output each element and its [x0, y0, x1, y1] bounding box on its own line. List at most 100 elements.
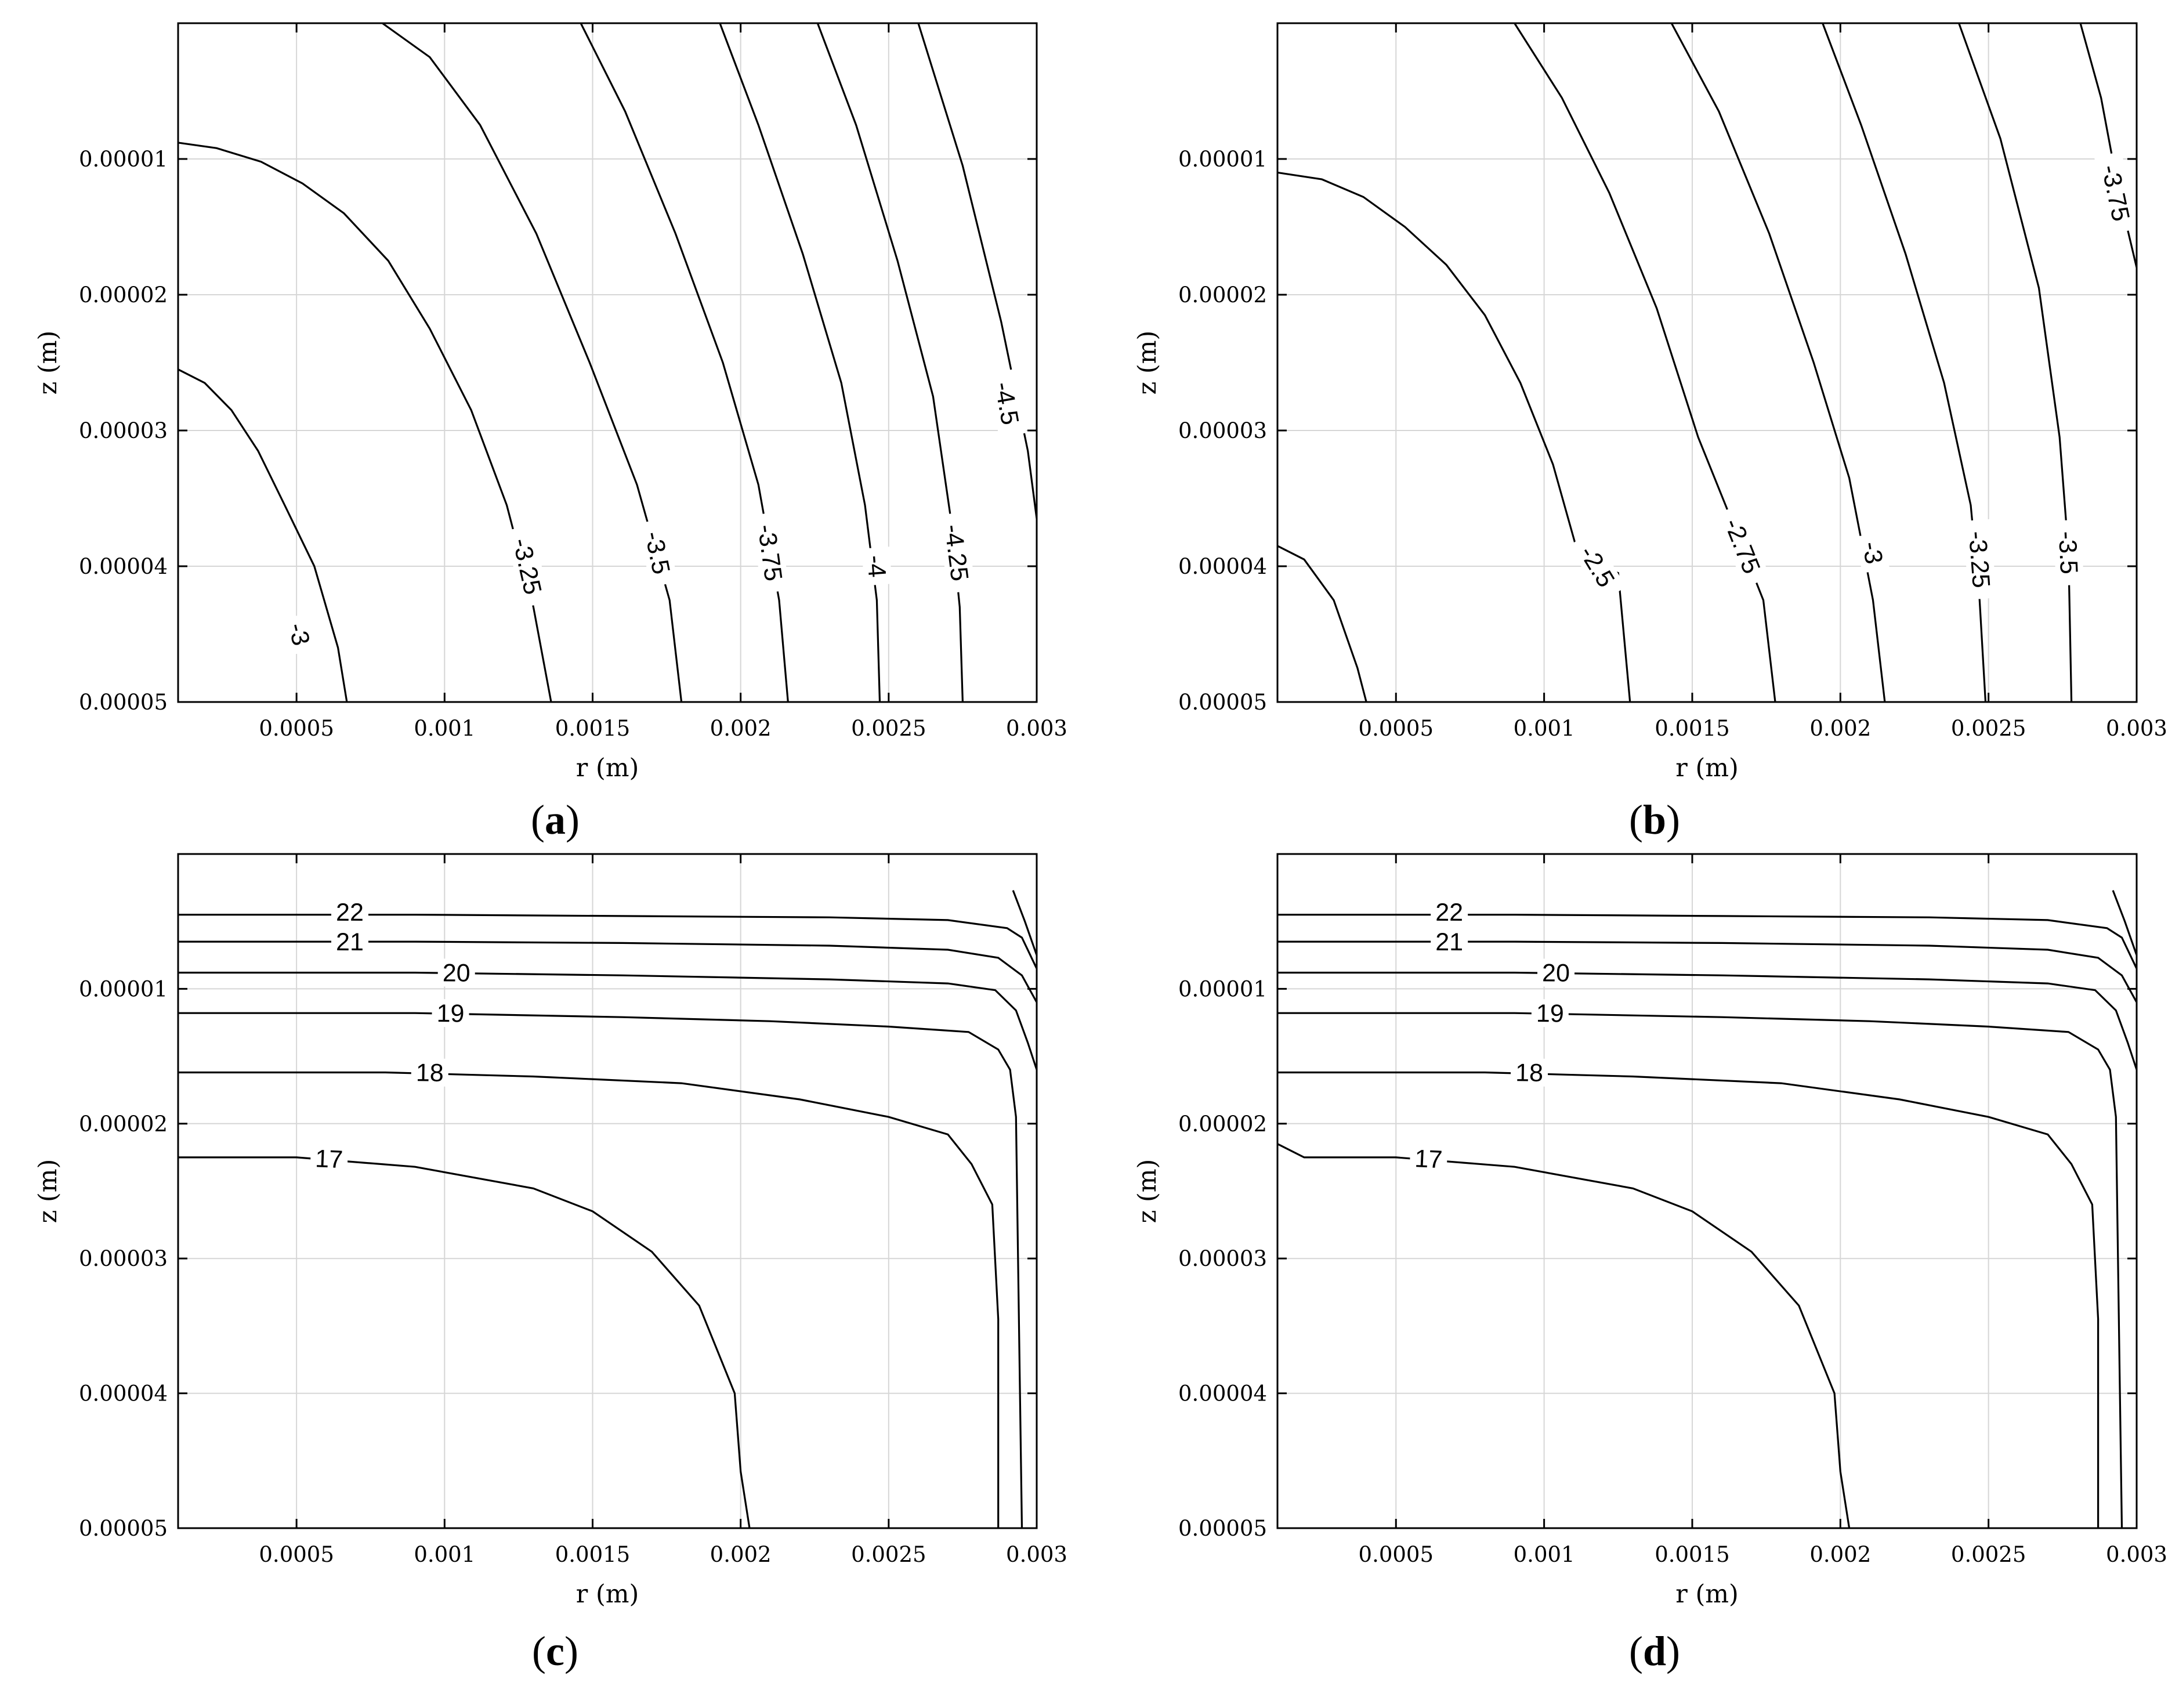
panel-d-contour-label-bg	[1531, 998, 1569, 1027]
panel-d-xtick-label: 0.0025	[1951, 1542, 2026, 1567]
panel-b-contour-label-group: -2.75	[1715, 504, 1771, 588]
panel-a: 0.0005 0.001 0.0015 0.002 0.0025 0.003 0.00001…	[34, 22, 1067, 843]
panel-c-xtick-label: 0.0005	[259, 1542, 334, 1567]
panel-a-xtick-label: 0.002	[710, 716, 772, 741]
panel-c-contour-label-group: 22	[331, 898, 369, 927]
panel-d-contour-label: 18	[1515, 1059, 1543, 1087]
panel-a-contour-label: -3.25	[507, 535, 546, 597]
panel-c-contour-line	[178, 971, 1037, 1070]
panel-a-contour-label-group: -3	[281, 613, 318, 656]
panel-d-ytick-label: 0.00005	[1178, 1516, 1267, 1541]
panel-a-contour-label-group: -3.75	[751, 511, 790, 594]
panel-b-contour-line	[1670, 23, 1886, 702]
panel-d-ytick-label: 0.00002	[1178, 1112, 1267, 1137]
panel-a-ylabel: z (m)	[34, 331, 63, 395]
panel-c: 0.0005 0.001 0.0015 0.002 0.0025 0.003 0.00001…	[34, 853, 1067, 1674]
panel-a-contour-label-bg	[637, 518, 678, 588]
panel-a-contour-label-bg	[751, 511, 790, 594]
panel-c-contour-line	[178, 1012, 1023, 1528]
panel-d-contour-line	[1277, 940, 2137, 1003]
panel-d-contour-line	[1277, 1012, 2123, 1528]
panel-d-xlabel: r (m)	[1675, 1580, 1739, 1609]
panel-b-xtick-label: 0.0015	[1655, 716, 1729, 741]
panel-c-contour-label-bg	[310, 1144, 349, 1174]
panel-c-ytick-label: 0.00001	[79, 976, 168, 1001]
panel-d-caption: (d)	[1629, 1628, 1680, 1674]
panel-a-contour-line	[178, 142, 552, 702]
panel-b-contour-label: -3.5	[2053, 531, 2083, 575]
panel-a-caption-letter: a	[545, 797, 566, 843]
panel-c-contour-line	[178, 913, 1037, 969]
panel-b-contour-label-bg	[1963, 519, 1997, 600]
panel-c-contour-label-group: 21	[331, 927, 369, 956]
panel-c-xtick-label: 0.0015	[555, 1542, 630, 1567]
panel-a-ytick-label: 0.00005	[79, 690, 168, 715]
panel-c-contour-line	[178, 1071, 1000, 1528]
panel-d-contour-line	[1277, 971, 2137, 1070]
panel-c-xlabel: r (m)	[576, 1580, 639, 1609]
panel-d-contour-line	[1277, 913, 2137, 969]
panel-d-ytick-label: 0.00001	[1178, 976, 1267, 1001]
panel-b-contour-label-bg	[1569, 531, 1626, 602]
panel-b-contour-label: -3.25	[1963, 530, 1995, 589]
panel-a-contours: -3 -3.25 -3.5 -3.75 -4 -4.25 -4.5	[178, 23, 1037, 702]
panel-c-contour-line	[1012, 890, 1037, 956]
panel-b-contour-label: -3.75	[2096, 162, 2135, 224]
panel-b-frame	[1276, 22, 2138, 703]
panel-c-xtick-label: 0.001	[414, 1542, 475, 1567]
panel-a-contour-label-bg	[987, 368, 1027, 438]
panel-d-ytick-label: 0.00004	[1178, 1381, 1267, 1406]
panel-c-xtick-label: 0.0025	[851, 1542, 926, 1567]
panel-a-contour-label-group: -4	[862, 547, 892, 586]
panel-a-contour-line	[580, 23, 789, 702]
panel-c-contour-label: 19	[436, 1000, 464, 1027]
panel-b-contour-line	[1958, 23, 2073, 702]
panel-d-contour-label-group: 22	[1431, 898, 1468, 927]
panel-d-contour-label-group: 21	[1431, 927, 1468, 956]
panel-a-contour-label: -3.5	[639, 529, 675, 577]
panel-d-contour-label-bg	[1537, 958, 1575, 987]
panel-d-xtick-label: 0.001	[1514, 1542, 1575, 1567]
panel-d-caption-letter: d	[1643, 1628, 1666, 1674]
panel-c-ytick-label: 0.00003	[79, 1246, 168, 1271]
panel-a-ytick-label: 0.00003	[79, 418, 168, 443]
panel-a-xlabel: r (m)	[576, 754, 639, 783]
panel-c-contour-label-group: 20	[437, 958, 475, 987]
panel-a-contour-label-bg	[505, 524, 550, 608]
panel-d-contour-label: 22	[1435, 899, 1463, 927]
panel-b-ytick-label: 0.00003	[1178, 418, 1267, 443]
panel-a-contour-label: -3.75	[752, 523, 787, 583]
panel-b-contour-label-group: -3	[1856, 532, 1890, 573]
panel-b-contour-label-bg	[2053, 519, 2084, 586]
panel-a-contour-line	[178, 368, 348, 702]
panel-c-contour-label-bg	[432, 998, 469, 1027]
panel-c-contour-label-bg	[411, 1058, 449, 1087]
panel-a-contour-label-group: -4.25	[938, 512, 976, 594]
panel-a-contour-label: -4	[862, 554, 891, 578]
panel-b-contour-label-group: -3.75	[2094, 151, 2137, 234]
panel-b-contour-line	[1277, 171, 1631, 702]
panel-d-contour-label: 20	[1542, 959, 1570, 987]
panel-a-xtick-label: 0.001	[414, 716, 475, 741]
panel-d-xtick-label: 0.0005	[1359, 1542, 1434, 1567]
panel-a-frame	[177, 22, 1038, 703]
panel-b-contour-line	[1822, 23, 1987, 702]
panel-a-contour-line	[816, 23, 964, 702]
panel-c-ytick-label: 0.00002	[79, 1112, 168, 1137]
panel-c-contour-label-bg	[331, 927, 369, 956]
panel-a-ytick-label: 0.00002	[79, 283, 168, 307]
panel-b-ytick-label: 0.00004	[1178, 554, 1267, 579]
panel-b-caption-letter: b	[1643, 797, 1666, 843]
panel-a-contour-label-group: -3.5	[637, 518, 678, 588]
panel-a-ytick-label: 0.00004	[79, 554, 168, 579]
panel-a-contour-label-bg	[862, 547, 892, 586]
panel-b-xlabel: r (m)	[1675, 754, 1739, 783]
panel-b-contour-label-bg	[1715, 504, 1771, 588]
panel-a-caption: (a)	[531, 797, 580, 843]
panel-d-contour-label-bg	[1431, 898, 1468, 927]
panel-a-xtick-label: 0.0005	[259, 716, 334, 741]
panel-c-contour-label-group: 19	[432, 998, 469, 1027]
